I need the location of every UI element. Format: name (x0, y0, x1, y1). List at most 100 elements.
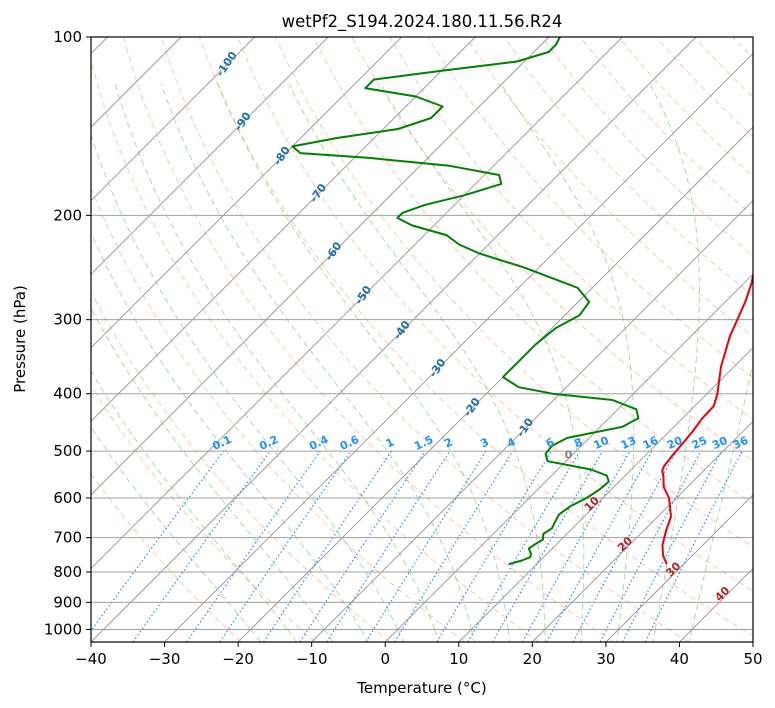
mixing-ratio-line (521, 450, 631, 642)
isotherm (605, 494, 753, 642)
isotherm (164, 52, 753, 642)
x-axis: −40 −30 −20 −10 0 10 20 30 40 50 (75, 642, 763, 668)
mixing-ratio-line (599, 450, 702, 642)
moist-adiabat (160, 83, 472, 630)
mixing-ratio-line (644, 450, 743, 642)
isotherm (91, 37, 476, 423)
dry-adiabat-label: 40 (712, 584, 732, 604)
mixing-ratio-label: 30 (710, 434, 730, 452)
mixing-ratio-label: 3 (478, 435, 490, 450)
dry-adiabat (732, 37, 753, 59)
dry-adiabat (655, 37, 753, 138)
moist-adiabat-lower (397, 629, 405, 642)
moist-adiabat (217, 83, 509, 630)
mixing-ratio-line (132, 450, 271, 642)
mixing-ratio-line (262, 450, 392, 642)
moist-adiabat-lower (360, 629, 369, 642)
background-lines (91, 37, 775, 642)
mixing-ratio-label: 1.5 (412, 433, 435, 453)
mixing-ratio-label: 20 (665, 434, 685, 452)
mixing-ratio-label: 0.6 (338, 433, 361, 453)
y-tick-label: 300 (53, 311, 82, 329)
x-tick-label: −10 (296, 650, 328, 668)
isotherm (91, 37, 623, 570)
dry-adiabat (389, 37, 753, 420)
moist-adiabat (691, 360, 753, 630)
dry-adiabat-label: 10 (582, 494, 602, 514)
y-tick-label: 700 (53, 529, 82, 547)
mixing-ratio-line (299, 450, 426, 642)
dry-adiabat (160, 37, 689, 642)
mixing-ratio-label: 10 (591, 434, 611, 452)
dry-adiabat (122, 37, 614, 642)
mixing-ratio-label: 16 (641, 434, 661, 452)
y-tick-label: 900 (53, 593, 82, 611)
x-axis-title: Temperature (°C) (356, 679, 486, 697)
y-tick-label: 100 (53, 28, 82, 46)
x-tick-label: −20 (222, 650, 254, 668)
mixing-ratio-label: 25 (690, 434, 709, 452)
y-axis: 100 200 300 400 500 600 700 800 900 1000 (44, 28, 91, 638)
mixing-ratio-line (326, 450, 451, 642)
isotherm (458, 347, 753, 642)
moist-adiabat-lower (580, 629, 583, 642)
mixing-ratio-line (219, 450, 352, 642)
isotherm (311, 199, 753, 642)
dry-adiabat (503, 37, 753, 297)
mixing-ratio-line (186, 450, 321, 642)
moist-adiabat-lower (616, 629, 619, 642)
moist-adiabat-lower (688, 629, 693, 642)
isotherm (91, 37, 697, 642)
moist-adiabat-lower (652, 629, 656, 642)
y-tick-label: 200 (53, 206, 82, 224)
dry-adiabat (313, 37, 753, 505)
isotherm (752, 641, 753, 642)
mixing-ratio-label: 2 (442, 435, 454, 450)
mixing-ratio-line (394, 450, 514, 642)
dry-adiabat (351, 37, 753, 462)
freezing-label: 0 (565, 449, 573, 462)
moist-adiabat-lower (250, 629, 262, 642)
isotherm (384, 273, 753, 642)
isotherm (531, 420, 753, 642)
x-tick-label: 10 (449, 650, 468, 668)
dry-adiabat (427, 37, 753, 379)
moist-adiabat (91, 307, 325, 630)
moist-adiabat (91, 133, 399, 630)
mixing-ratio-line (546, 450, 653, 642)
mixing-ratio-label: 8 (572, 435, 584, 450)
dry-adiabat (771, 37, 775, 642)
moist-adiabat (288, 83, 546, 630)
mixing-ratio-line (467, 450, 581, 642)
dry-adiabat (91, 384, 316, 642)
plot-frame (90, 36, 754, 643)
x-tick-label: −30 (149, 650, 181, 668)
dry-adiabat (91, 291, 391, 642)
x-tick-label: 20 (523, 650, 542, 668)
dry-adiabat-label: 20 (615, 534, 635, 554)
isotherm (91, 37, 403, 349)
x-tick-label: 30 (596, 650, 615, 668)
moist-adiabat (380, 83, 585, 630)
dry-adiabat (693, 37, 753, 99)
mixing-ratio-line (572, 450, 677, 642)
y-tick-label: 500 (53, 442, 82, 460)
dry-adiabat (91, 186, 465, 642)
moist-adiabat (649, 83, 700, 630)
y-tick-label: 400 (53, 385, 82, 403)
mixing-ratio-line (365, 450, 487, 642)
x-tick-label: −40 (75, 650, 107, 668)
moist-adiabat-lower (323, 629, 334, 642)
mixing-ratio-line (622, 450, 722, 642)
y-tick-label: 600 (53, 489, 82, 507)
x-tick-label: 50 (743, 650, 762, 668)
isotherm (91, 37, 550, 496)
moist-adiabat (91, 370, 288, 630)
dry-adiabat (91, 472, 242, 642)
isotherm (91, 37, 256, 202)
y-axis-title: Pressure (hPa) (11, 285, 29, 393)
y-tick-label: 800 (53, 563, 82, 581)
moist-adiabat-lower (470, 629, 475, 642)
dry-adiabat (275, 37, 753, 548)
